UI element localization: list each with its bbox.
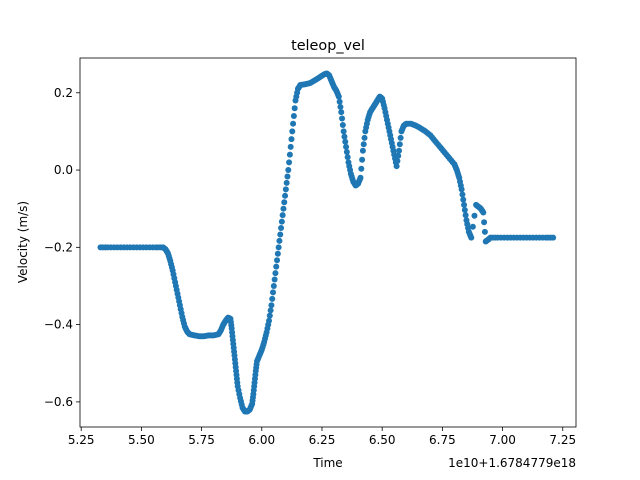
y-axis-label: Velocity (m/s)	[16, 201, 30, 283]
data-point	[273, 263, 280, 270]
data-point	[272, 270, 279, 277]
data-point	[393, 163, 400, 170]
y-tick-label: −0.6	[44, 395, 73, 409]
data-point	[278, 218, 285, 225]
data-point	[343, 143, 350, 150]
data-point	[358, 165, 365, 172]
data-point	[469, 223, 476, 230]
data-point	[337, 103, 344, 110]
data-point	[277, 231, 284, 238]
data-point	[343, 149, 350, 156]
data-point	[462, 212, 469, 219]
data-point	[394, 158, 401, 165]
data-point	[270, 289, 277, 296]
data-point	[275, 244, 282, 251]
data-point	[278, 225, 285, 232]
data-point	[341, 133, 348, 140]
data-point	[481, 219, 488, 226]
data-point	[359, 156, 366, 163]
x-tick-label: 6.25	[309, 433, 336, 447]
data-point	[460, 196, 467, 203]
data-point	[281, 199, 288, 206]
data-point	[287, 143, 294, 150]
data-point	[289, 128, 296, 135]
y-tick-label: 0.2	[54, 86, 73, 100]
data-point	[284, 173, 291, 180]
x-tick-label: 6.00	[248, 433, 275, 447]
data-point	[361, 134, 368, 141]
data-point	[459, 191, 466, 198]
x-tick-label: 5.75	[188, 433, 215, 447]
x-tick-label: 7.00	[489, 433, 516, 447]
data-points	[97, 70, 557, 415]
data-point	[274, 250, 281, 257]
data-point	[276, 237, 283, 244]
axes-frame	[79, 57, 577, 428]
data-point	[339, 121, 346, 128]
data-point	[270, 282, 277, 289]
data-point	[338, 109, 345, 116]
chart-title: teleop_vel	[291, 38, 365, 54]
data-point	[286, 159, 293, 166]
y-tick-label: −0.4	[44, 318, 73, 332]
data-point	[461, 201, 468, 208]
data-point	[339, 115, 346, 122]
data-point	[282, 192, 289, 199]
data-point	[396, 141, 403, 148]
data-point	[359, 147, 366, 154]
data-point	[290, 120, 297, 127]
data-point	[340, 128, 347, 135]
data-point	[285, 167, 292, 174]
x-axis-ticks: 5.25 5.50 5.75 6.00 6.25 6.50 6.75 7.00 7.25	[68, 427, 576, 447]
x-tick-label: 6.50	[369, 433, 396, 447]
data-point	[342, 138, 349, 145]
data-point	[336, 98, 343, 105]
y-axis-ticks: −0.6 −0.4 −0.2 0.0 0.2	[44, 86, 80, 409]
data-point	[357, 174, 364, 181]
data-point	[288, 136, 295, 143]
data-point	[396, 147, 403, 154]
plot-area	[80, 58, 576, 427]
x-axis-label: Time	[312, 456, 342, 470]
data-point	[397, 134, 404, 141]
data-point	[461, 206, 468, 213]
x-tick-label: 5.50	[128, 433, 155, 447]
data-point	[458, 186, 465, 193]
data-point	[335, 93, 342, 100]
data-point	[468, 234, 475, 241]
data-point	[360, 141, 367, 148]
data-point	[267, 307, 274, 314]
data-point	[291, 105, 298, 112]
x-tick-label: 7.25	[549, 433, 576, 447]
x-tick-label: 6.75	[429, 433, 456, 447]
data-point	[271, 276, 278, 283]
data-point	[344, 154, 351, 161]
data-point	[480, 209, 487, 216]
data-point	[282, 186, 289, 193]
data-point	[290, 112, 297, 119]
data-point	[286, 151, 293, 158]
data-point	[274, 257, 281, 264]
x-tick-label: 5.25	[68, 433, 95, 447]
data-point	[481, 228, 488, 235]
data-point	[266, 317, 273, 324]
data-point	[283, 179, 290, 186]
data-point	[471, 212, 478, 219]
data-point	[269, 295, 276, 302]
data-point	[280, 205, 287, 212]
data-point	[395, 152, 402, 159]
y-tick-label: −0.2	[44, 240, 73, 254]
data-point	[279, 212, 286, 219]
data-point	[268, 302, 275, 309]
x-axis-offset-label: 1e10+1.6784779e18	[448, 456, 576, 470]
data-point	[550, 234, 557, 241]
y-tick-label: 0.0	[54, 163, 73, 177]
data-point	[266, 312, 273, 319]
